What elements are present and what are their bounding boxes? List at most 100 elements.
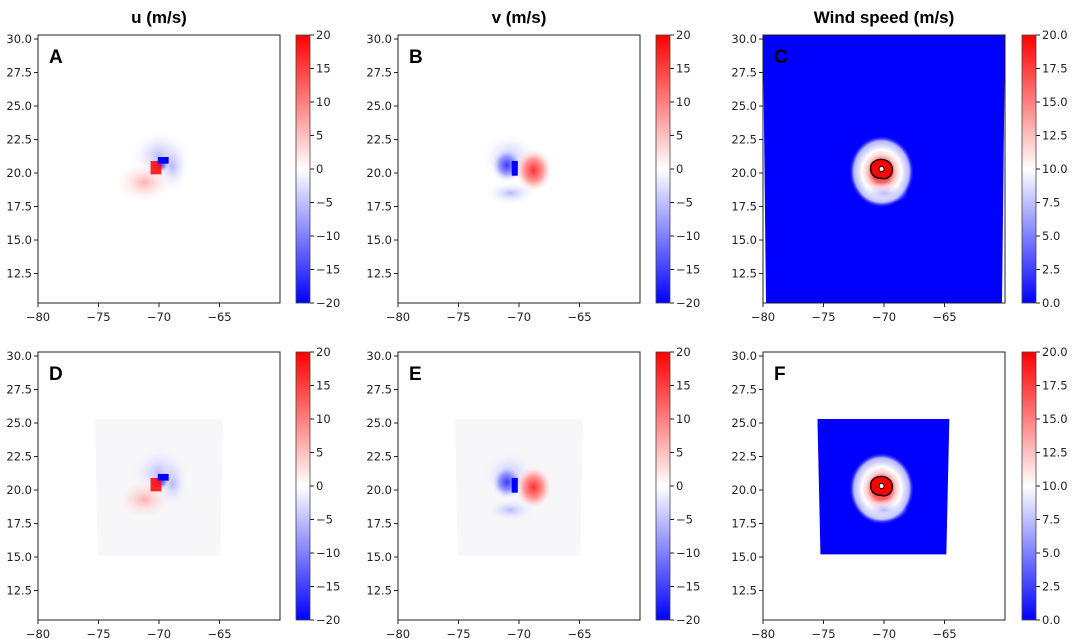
x-tick-label: −70 — [507, 627, 531, 639]
colorbar-tick-label: 10 — [676, 412, 691, 426]
x-tick-label: −75 — [446, 627, 470, 639]
u-maximum — [150, 477, 162, 492]
y-tick-label: 27.5 — [731, 66, 757, 80]
y-tick-label: 12.5 — [731, 584, 757, 598]
y-tick-label: 15.0 — [366, 233, 392, 247]
y-tick-label: 30.0 — [366, 349, 392, 363]
colorbar-tick-label: −5 — [316, 196, 333, 210]
colorbar-tick-label: 20 — [676, 28, 691, 42]
colorbar — [1021, 34, 1037, 304]
colorbar-tick-label: 15.0 — [1042, 95, 1068, 109]
y-tick-label: 15.0 — [6, 233, 32, 247]
colorbar-tick-label: 0.0 — [1042, 613, 1060, 627]
colorbar-tick-label: −5 — [676, 513, 693, 527]
y-tick-label: 27.5 — [6, 66, 32, 80]
u-minimum-core — [157, 473, 169, 481]
colorbar-tick-label: 5.0 — [1042, 229, 1060, 243]
panel-b: B −80 −75 −70 −65 30.0 27.5 25.0 22.5 20.0 17.5 15.… — [366, 28, 700, 324]
y-tick-label: 27.5 — [366, 383, 392, 397]
x-tick-label: −75 — [811, 627, 835, 639]
y-tick-label: 15.0 — [6, 550, 32, 564]
colorbar-tick-label: −5 — [316, 513, 333, 527]
y-tick-label: 17.5 — [366, 200, 392, 214]
panel-d: D −80 −75 −70 −65 30.0 27.5 25.0 22.5 20.0 17.5 15.… — [6, 345, 340, 639]
colorbar-tick-label: 2.5 — [1042, 263, 1060, 277]
y-tick-label: 20.0 — [366, 483, 392, 497]
colorbar-tick-label: 20.0 — [1042, 28, 1068, 42]
y-tick-label: 12.5 — [366, 267, 392, 281]
y-tick-label: 20.0 — [731, 166, 757, 180]
y-tick-label: 30.0 — [731, 349, 757, 363]
panel-label: E — [409, 364, 422, 385]
colorbar-tick-label: −15 — [316, 580, 340, 594]
y-tick-label: 12.5 — [6, 267, 32, 281]
y-tick-label: 17.5 — [731, 200, 757, 214]
heatmap — [38, 352, 280, 620]
y-tick-label: 22.5 — [731, 450, 757, 464]
x-tick-label: −80 — [386, 627, 410, 639]
colorbar-tick-label: −20 — [316, 613, 340, 627]
colorbar-tick-label: −15 — [676, 580, 700, 594]
x-tick-label: −70 — [872, 310, 896, 324]
y-tick-label: 22.5 — [366, 133, 392, 147]
y-tick-label: 27.5 — [6, 383, 32, 397]
colorbar — [655, 34, 671, 304]
y-tick-label: 12.5 — [366, 584, 392, 598]
colorbar — [295, 351, 311, 621]
colorbar-tick-label: 10 — [316, 95, 331, 109]
colorbar-tick-label: 5 — [316, 129, 323, 143]
colorbar-tick-label: −10 — [316, 229, 340, 243]
x-tick-label: −65 — [932, 310, 956, 324]
y-tick-label: 17.5 — [366, 517, 392, 531]
colorbar-tick-label: 7.5 — [1042, 196, 1060, 210]
colorbar-tick-label: 12.5 — [1042, 129, 1068, 143]
column-title: v (m/s) — [492, 8, 547, 27]
colorbar-tick-label: 10 — [316, 412, 331, 426]
y-tick-label: 22.5 — [731, 133, 757, 147]
colorbar-tick-label: 0 — [676, 162, 683, 176]
eye-contour — [878, 166, 885, 172]
y-tick-label: 22.5 — [6, 450, 32, 464]
colorbar-tick-label: −20 — [676, 296, 700, 310]
x-tick-label: −75 — [446, 310, 470, 324]
panel-c: C −80 −75 −70 −65 30.0 27.5 25.0 22.5 20.0 17.5 15.… — [731, 28, 1067, 324]
x-tick-label: −70 — [507, 310, 531, 324]
colorbar-tick-label: −15 — [316, 263, 340, 277]
colorbar-tick-label: 15 — [316, 62, 331, 76]
u-maximum — [150, 160, 162, 175]
x-tick-label: −70 — [147, 627, 171, 639]
x-tick-label: −80 — [26, 310, 50, 324]
y-tick-label: 15.0 — [366, 550, 392, 564]
colorbar-tick-label: 15 — [316, 379, 331, 393]
y-tick-label: 25.0 — [6, 99, 32, 113]
colorbar-tick-label: 10 — [676, 95, 691, 109]
colorbar-tick-label: 12.5 — [1042, 446, 1068, 460]
panel-label: B — [409, 47, 423, 68]
x-tick-label: −65 — [207, 627, 231, 639]
colorbar-tick-label: 7.5 — [1042, 513, 1060, 527]
y-tick-label: 25.0 — [731, 416, 757, 430]
panel-label: C — [774, 47, 788, 68]
y-tick-label: 17.5 — [731, 517, 757, 531]
wind-weak-zone — [859, 499, 909, 521]
y-tick-label: 25.0 — [6, 416, 32, 430]
colorbar-tick-label: 20.0 — [1042, 345, 1068, 359]
x-tick-label: −70 — [872, 627, 896, 639]
panel-a: A −80 −75 −70 −65 30.0 27.5 25.0 22.5 20.0 17.5 15.… — [6, 28, 340, 324]
heatmap — [398, 35, 640, 303]
y-tick-label: 25.0 — [366, 416, 392, 430]
colorbar-tick-label: 0.0 — [1042, 296, 1060, 310]
v-maximum — [514, 147, 553, 194]
column-title: u (m/s) — [131, 8, 187, 27]
colorbar-tick-label: 0 — [316, 162, 323, 176]
heatmap — [398, 352, 640, 620]
colorbar-tick-label: 10.0 — [1042, 479, 1068, 493]
x-tick-label: −80 — [26, 627, 50, 639]
colorbar-tick-label: 2.5 — [1042, 580, 1060, 594]
heatmap — [38, 35, 280, 303]
x-tick-label: −75 — [811, 310, 835, 324]
y-tick-label: 27.5 — [731, 383, 757, 397]
colorbar-tick-label: 15 — [676, 379, 691, 393]
colorbar-tick-label: 10.0 — [1042, 162, 1068, 176]
